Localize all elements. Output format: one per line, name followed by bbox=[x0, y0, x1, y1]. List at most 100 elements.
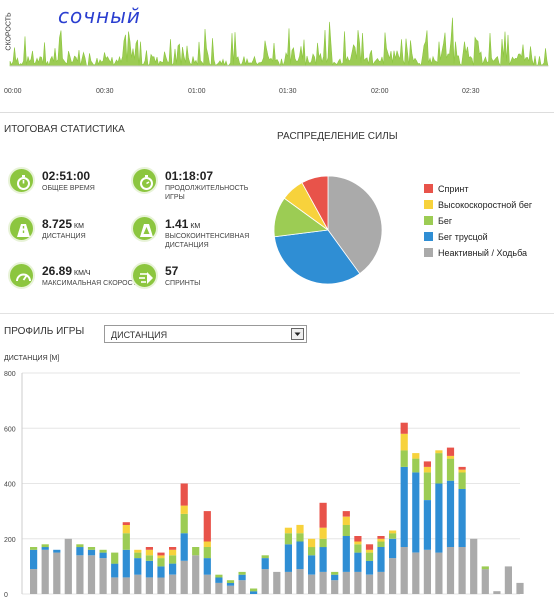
power-distribution-title: РАСПРЕДЕЛЕНИЕ СИЛЫ bbox=[277, 131, 398, 142]
stat-unit: КМ/Ч bbox=[74, 270, 91, 277]
bar-segment bbox=[481, 569, 489, 594]
bar-segment bbox=[365, 549, 374, 553]
bar-segment bbox=[423, 500, 431, 550]
bar-segment bbox=[458, 472, 466, 489]
bar-segment bbox=[169, 574, 177, 594]
bar-segment bbox=[41, 547, 49, 550]
y-tick-label: 800 bbox=[4, 371, 16, 378]
y-tick-label: 400 bbox=[4, 482, 16, 489]
bar-segment bbox=[238, 580, 246, 594]
bar-segment bbox=[458, 469, 466, 473]
bar-segment bbox=[180, 533, 188, 561]
metric-select[interactable]: ДИСТАНЦИЯ bbox=[104, 325, 307, 343]
bar-segment bbox=[180, 505, 188, 514]
bar-segment bbox=[331, 574, 339, 581]
bar-segment bbox=[365, 560, 374, 575]
summary-title: ИТОГОВАЯ СТАТИСТИКА bbox=[4, 124, 125, 135]
bar-segment bbox=[308, 555, 316, 575]
speed-chart bbox=[9, 17, 549, 68]
bar-segment bbox=[423, 472, 431, 500]
bar-segment bbox=[145, 549, 153, 556]
bar-segment bbox=[400, 466, 408, 547]
speed-tick-label: 00:30 bbox=[96, 88, 114, 95]
bar-segment bbox=[157, 552, 165, 556]
bar-segment bbox=[435, 453, 443, 484]
legend-item: Бег трусцой bbox=[424, 232, 488, 242]
road-icon bbox=[8, 215, 35, 242]
bar-segment bbox=[423, 549, 431, 594]
pie-slice bbox=[273, 229, 361, 285]
stat-unit: КМ bbox=[74, 223, 84, 230]
chevron-down-icon[interactable] bbox=[291, 328, 304, 340]
bar-segment bbox=[446, 480, 455, 547]
bar-segment bbox=[296, 569, 304, 594]
bar-segment bbox=[435, 450, 443, 454]
bar-segment bbox=[412, 458, 420, 473]
legend-item: Бег bbox=[424, 216, 452, 226]
bar-segment bbox=[203, 574, 211, 594]
bar-segment bbox=[99, 549, 107, 553]
bar-segment bbox=[30, 549, 38, 570]
bar-segment bbox=[516, 582, 524, 594]
bar-segment bbox=[122, 577, 130, 594]
bar-segment bbox=[284, 571, 292, 594]
bar-segment bbox=[342, 511, 350, 517]
bar-segment bbox=[446, 458, 455, 481]
bar-segment bbox=[261, 555, 269, 559]
bar-segment bbox=[446, 547, 455, 594]
legend-label: Высокоскоростной бег bbox=[438, 200, 533, 210]
legend-item: Неактивный / Ходьба bbox=[424, 248, 527, 258]
bar-segment bbox=[157, 566, 165, 578]
bar-segment bbox=[203, 547, 211, 559]
bar-segment bbox=[400, 547, 408, 594]
bar-segment bbox=[423, 466, 431, 473]
bar-segment bbox=[481, 566, 489, 570]
bar-segment bbox=[180, 513, 188, 534]
bar-segment bbox=[342, 516, 350, 525]
bar-segment bbox=[458, 489, 466, 547]
bar-segment bbox=[377, 538, 385, 542]
stat-value: 26.89 bbox=[42, 264, 73, 278]
bar-segment bbox=[192, 547, 200, 556]
bar-segment bbox=[134, 552, 142, 559]
bar-segment bbox=[493, 591, 501, 594]
bar-segment bbox=[180, 560, 188, 594]
bar-segment bbox=[331, 580, 339, 594]
stat-label: ВЫСОКОИНТЕНСИВНАЯ ДИСТАНЦИЯ bbox=[165, 233, 250, 249]
speed-chart-title: сочный bbox=[58, 4, 141, 28]
bar-segment bbox=[99, 558, 107, 594]
bar-segment bbox=[435, 552, 443, 594]
bar-segment bbox=[377, 536, 385, 539]
power-pie-chart bbox=[273, 175, 383, 285]
bar-segment bbox=[400, 450, 408, 467]
bar-segment bbox=[111, 563, 119, 578]
bar-segment bbox=[87, 555, 96, 594]
bar-segment bbox=[354, 552, 362, 572]
bar-segment bbox=[319, 527, 327, 539]
bar-segment bbox=[504, 566, 512, 594]
bar-segment bbox=[215, 577, 223, 583]
bar-segment bbox=[354, 536, 362, 542]
bar-segment bbox=[111, 577, 119, 594]
stat-unit: КМ bbox=[190, 223, 201, 230]
bar-segment bbox=[169, 547, 177, 550]
legend-swatch bbox=[424, 216, 433, 225]
bar-segment bbox=[354, 544, 362, 553]
bar-segment bbox=[319, 538, 327, 548]
bar-segment bbox=[192, 555, 200, 594]
legend-swatch bbox=[424, 232, 433, 241]
bar-segment bbox=[342, 536, 350, 572]
bar-segment bbox=[435, 483, 443, 553]
stat-label: СПРИНТЫ bbox=[165, 280, 201, 287]
bar-segment bbox=[308, 547, 316, 556]
bar-segment bbox=[284, 533, 292, 545]
bar-segment bbox=[145, 560, 153, 578]
bar-segment bbox=[331, 571, 339, 575]
bar-segment bbox=[250, 591, 258, 594]
bar-segment bbox=[296, 541, 304, 570]
bar-segment bbox=[423, 461, 431, 467]
bar-segment bbox=[284, 527, 292, 534]
bar-segment bbox=[122, 533, 130, 550]
legend-item: Спринт bbox=[424, 184, 469, 194]
bar-segment bbox=[389, 530, 397, 534]
